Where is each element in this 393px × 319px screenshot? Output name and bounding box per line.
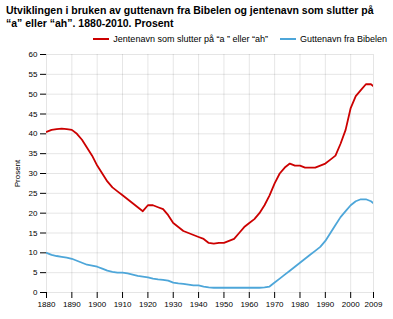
svg-text:1890: 1890	[63, 300, 81, 309]
svg-text:1920: 1920	[139, 300, 157, 309]
svg-text:45: 45	[29, 110, 38, 119]
svg-text:1900: 1900	[88, 300, 106, 309]
html-text:Utviklingen i bruken av gutten: Utviklingen i bruken av guttenavn fra Bi…	[6, 4, 374, 30]
svg-text:20: 20	[29, 209, 38, 218]
html-text:Jentenavn som slutter på “a ”: Jentenavn som slutter på “a ” eller “ah”	[113, 34, 268, 45]
svg-text:10: 10	[29, 249, 38, 258]
svg-text:0: 0	[33, 288, 38, 297]
svg-text:1880: 1880	[38, 300, 56, 309]
svg-text:2000: 2000	[342, 300, 360, 309]
svg-text:1980: 1980	[291, 300, 309, 309]
svg-text:1910: 1910	[114, 300, 132, 309]
svg-text:5: 5	[33, 268, 38, 277]
svg-text:60: 60	[29, 50, 38, 59]
svg-text:1950: 1950	[215, 300, 233, 309]
svg-text:1990: 1990	[316, 300, 334, 309]
svg-text:15: 15	[29, 229, 38, 238]
html-text:Guttenavn fra Bibelen: Guttenavn fra Bibelen	[299, 34, 387, 45]
svg-text:1930: 1930	[164, 300, 182, 309]
svg-text:35: 35	[29, 149, 38, 158]
svg-text:50: 50	[29, 90, 38, 99]
svg-text:1970: 1970	[266, 300, 284, 309]
svg-text:40: 40	[29, 130, 38, 139]
svg-text:2009: 2009	[365, 300, 383, 309]
svg-text:1960: 1960	[240, 300, 258, 309]
svg-text:Prosent: Prosent	[13, 159, 22, 187]
svg-text:55: 55	[29, 70, 38, 79]
svg-text:1940: 1940	[190, 300, 208, 309]
svg-text:30: 30	[29, 169, 38, 178]
svg-text:25: 25	[29, 189, 38, 198]
